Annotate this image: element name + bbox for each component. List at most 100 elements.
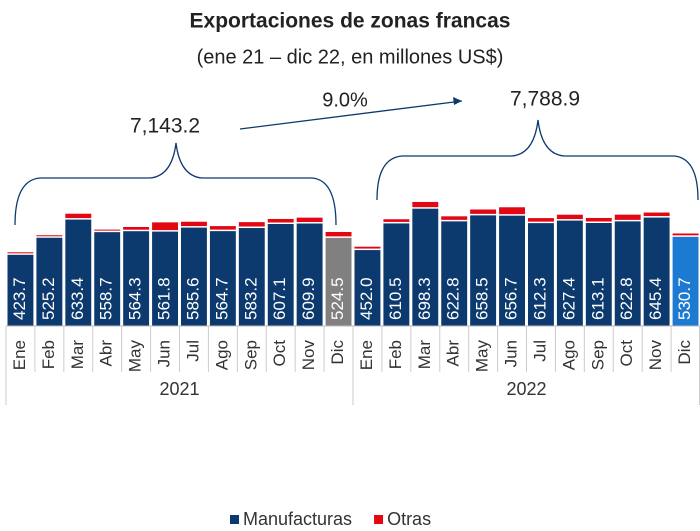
x-tick-label: Abr <box>444 340 463 367</box>
x-tick-label: Feb <box>386 340 405 369</box>
x-tick-label: Feb <box>39 340 58 369</box>
x-tick-label: Sep <box>241 340 260 370</box>
bar-segment <box>65 213 92 219</box>
bar-segment <box>585 222 612 326</box>
data-label: 564.7 <box>212 277 231 320</box>
bar-segment <box>7 254 34 326</box>
bar-segment <box>556 214 583 220</box>
data-label: 558.7 <box>97 277 116 320</box>
bar-segment <box>94 232 121 326</box>
bar-segment <box>296 217 323 223</box>
bar-segment <box>441 221 468 326</box>
bar-segment <box>470 209 497 214</box>
data-label: 525.2 <box>39 277 58 320</box>
data-label: 627.4 <box>559 277 578 320</box>
bar-segment <box>181 221 207 227</box>
x-tick-label: Jul <box>183 340 202 362</box>
bar-segment <box>672 236 699 326</box>
bar-segment <box>528 218 554 222</box>
bar-segment <box>412 208 439 326</box>
bar-segment <box>36 237 63 326</box>
bar-segment <box>209 226 236 230</box>
bar-segment <box>267 224 294 326</box>
data-label: 452.0 <box>357 277 376 320</box>
group-label: 2022 <box>506 379 546 399</box>
x-tick-label: Mar <box>415 340 434 370</box>
data-label: 658.5 <box>473 277 492 320</box>
data-label: 633.4 <box>68 277 87 320</box>
x-tick-label: May <box>126 340 145 373</box>
data-label: 612.3 <box>530 277 549 320</box>
data-label: 561.8 <box>155 277 174 320</box>
bar-segment <box>238 228 265 326</box>
data-label: 645.4 <box>646 277 665 320</box>
x-tick-label: Nov <box>299 340 318 371</box>
x-tick-label: Dic <box>675 340 694 365</box>
data-label: 609.9 <box>299 277 318 320</box>
x-tick-label: Oct <box>270 340 289 367</box>
x-tick-label: Ene <box>357 340 376 370</box>
x-tick-label: Oct <box>617 340 636 367</box>
data-label: 583.2 <box>241 277 260 320</box>
data-label: 622.8 <box>617 277 636 320</box>
arrow-head <box>453 97 462 105</box>
bar-segment <box>354 246 381 249</box>
bar-segment <box>556 220 583 326</box>
data-label: 607.1 <box>270 277 289 320</box>
bar-segment <box>383 219 410 222</box>
bar-segment <box>152 222 178 231</box>
bar-segment <box>643 217 670 326</box>
bar-segment <box>528 223 554 326</box>
legend-label: Manufacturas <box>243 509 352 529</box>
data-label: 656.7 <box>502 277 521 320</box>
data-label: 622.8 <box>444 277 463 320</box>
data-label: 564.3 <box>126 277 145 320</box>
x-tick-label: Sep <box>588 340 607 370</box>
bar-segment <box>36 235 63 237</box>
bar-segment <box>614 214 641 220</box>
bar-segment <box>94 229 121 231</box>
bar-segment <box>209 231 236 326</box>
bar-segment <box>325 232 352 237</box>
data-label: 585.6 <box>183 277 202 320</box>
brace-2022 <box>376 119 699 201</box>
bar-segment <box>354 250 381 326</box>
x-tick-label: May <box>473 340 492 373</box>
bar-segment <box>499 207 525 215</box>
x-tick-label: Jun <box>502 340 521 367</box>
x-tick-label: Abr <box>97 340 116 367</box>
growth-arrow <box>239 100 463 130</box>
data-label: 423.7 <box>10 277 29 320</box>
x-tick-label: Nov <box>646 340 665 371</box>
bar-segment <box>585 217 612 222</box>
bar-segment <box>123 231 150 326</box>
x-tick-label: Ago <box>559 340 578 370</box>
data-label: 698.3 <box>415 277 434 320</box>
legend-swatch <box>374 515 384 524</box>
bar-segment <box>470 215 497 326</box>
bar-segment <box>643 212 670 217</box>
bar-segment <box>152 231 178 326</box>
bar-segment <box>65 219 92 326</box>
legend-swatch <box>230 515 239 524</box>
bar-segment <box>267 218 294 223</box>
x-tick-label: Dic <box>328 340 347 365</box>
annotation: 9.0% <box>322 89 368 111</box>
bar-segment <box>181 227 207 326</box>
chart-title: Exportaciones de zonas francas <box>190 10 511 33</box>
x-tick-label: Jun <box>155 340 174 367</box>
bar-segment <box>123 226 150 230</box>
legend-label: Otras <box>387 509 431 529</box>
data-label: 524.5 <box>328 277 347 320</box>
annotation: 7,143.2 <box>130 115 200 138</box>
brace-2021 <box>14 142 337 226</box>
x-tick-label: Ago <box>212 340 231 370</box>
bar-segment <box>296 223 323 326</box>
x-tick-label: Mar <box>68 340 87 370</box>
chart-subtitle: (ene 21 – dic 22, en millones US$) <box>197 46 504 68</box>
group-label: 2021 <box>159 379 199 399</box>
bar-segment <box>325 237 352 326</box>
bar-segment <box>672 233 699 236</box>
bar-segment <box>7 252 34 254</box>
